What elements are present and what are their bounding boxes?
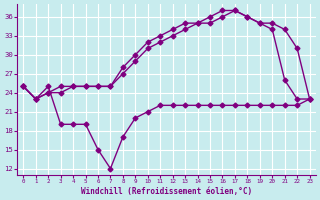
X-axis label: Windchill (Refroidissement éolien,°C): Windchill (Refroidissement éolien,°C) bbox=[81, 187, 252, 196]
